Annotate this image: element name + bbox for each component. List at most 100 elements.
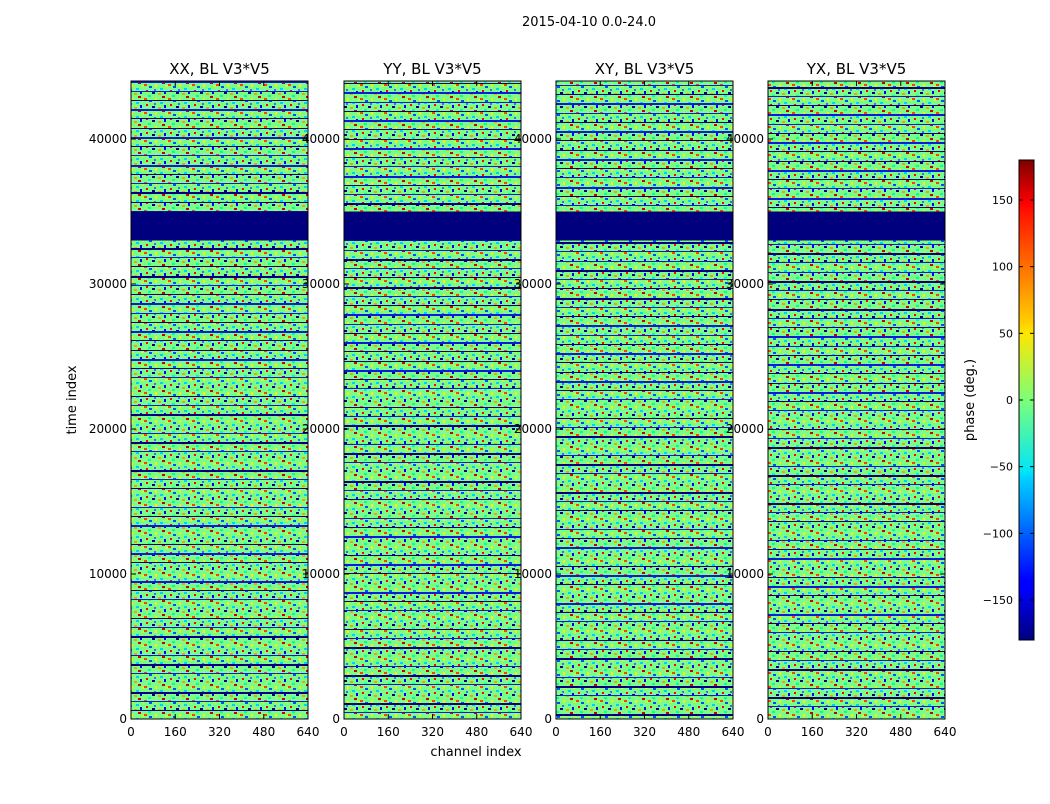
time-stripe [768,281,945,283]
time-stripe [768,447,945,449]
time-stripe [131,479,308,480]
time-stripe [344,425,521,427]
time-stripe [131,202,308,203]
time-stripe [556,649,733,650]
time-stripe [768,484,945,485]
time-stripe [344,102,521,103]
panel-title: XY, BL V3*V5 [595,60,695,78]
colorbar-label: phase (deg.) [963,359,978,441]
time-stripe [556,344,733,345]
time-stripe [344,351,521,352]
time-stripe [768,429,945,430]
time-stripe [768,521,945,522]
time-stripe [556,510,733,511]
time-stripe [556,538,733,539]
colorbar: 150 100 50 0 −50 −100 −150 phase (deg.) [963,159,1035,641]
time-stripe [344,499,521,500]
time-stripe [131,377,308,378]
time-stripe [768,96,945,97]
time-stripe [556,353,733,355]
x-tick-label: 480 [889,725,912,739]
time-stripe [131,276,308,278]
time-stripe [556,455,733,456]
colorbar-tick-label: 50 [999,327,1013,340]
time-stripe [556,612,733,613]
time-stripe [131,118,308,119]
y-tick-label: 10000 [302,567,340,581]
time-stripe [131,553,308,555]
time-stripe [344,176,521,178]
time-stripe [344,481,521,483]
time-stripe [768,336,945,338]
time-stripe [556,270,733,272]
time-stripe [768,355,945,356]
time-stripe [556,325,733,327]
time-stripe [344,564,521,566]
time-stripe [131,350,308,351]
x-tick-label: 640 [510,725,533,739]
time-stripe [131,91,308,92]
time-stripe [131,146,308,147]
time-stripe [131,627,308,628]
time-stripe [556,418,733,419]
y-tick-label: 40000 [514,132,552,146]
y-tick-label: 20000 [514,422,552,436]
time-stripe [768,253,945,255]
time-stripe [344,305,521,306]
time-stripe [768,318,945,319]
time-stripe [131,100,308,101]
time-stripe [131,701,308,702]
x-tick-label: 640 [722,725,745,739]
time-stripe [768,697,945,699]
time-stripe [768,87,945,89]
time-stripe [768,309,945,311]
time-stripe [768,373,945,374]
time-stripe [556,307,733,308]
y-tick-label: 30000 [726,277,764,291]
heatmap-yx [768,81,945,719]
time-stripe [344,129,521,130]
time-stripe [344,203,521,205]
time-stripe [131,562,308,563]
time-stripe [556,113,733,114]
time-stripe [768,438,945,439]
flagged-block [768,211,945,241]
time-stripe [344,490,521,491]
time-stripe [131,710,308,711]
time-stripe [556,335,733,336]
time-stripe [344,111,521,112]
time-stripe [768,392,945,394]
time-stripe [344,157,521,158]
time-stripe [344,324,521,325]
panel-xx: XX, BL V3*V5 0 160 320 480 640 0 10000 20000 3000… [89,60,320,739]
time-stripe [344,185,521,186]
time-stripe [344,610,521,611]
panel-xy: XY, BL V3*V5 0 160 320 480 640 0 10000 20000 3000… [514,60,745,739]
time-stripe [768,170,945,172]
y-tick-label: 30000 [302,277,340,291]
time-stripe [131,525,308,527]
time-stripe [768,466,945,467]
x-tick-label: 320 [208,725,231,739]
x-tick-label: 320 [633,725,656,739]
time-stripe [556,621,733,622]
time-stripe [344,712,521,713]
time-stripe [344,296,521,297]
time-stripe [344,139,521,140]
colorbar-tick-label: −150 [983,594,1013,607]
time-stripe [556,140,733,141]
time-stripe [768,346,945,347]
time-stripe [768,614,945,616]
time-stripe [344,527,521,528]
time-stripe [131,470,308,472]
time-stripe [768,632,945,633]
time-stripe [344,601,521,602]
time-stripe [344,684,521,685]
time-stripe [768,161,945,162]
time-stripe [344,268,521,269]
time-stripe [131,664,308,666]
time-stripe [556,381,733,383]
time-stripe [556,473,733,474]
panel-title: YX, BL V3*V5 [806,60,907,78]
